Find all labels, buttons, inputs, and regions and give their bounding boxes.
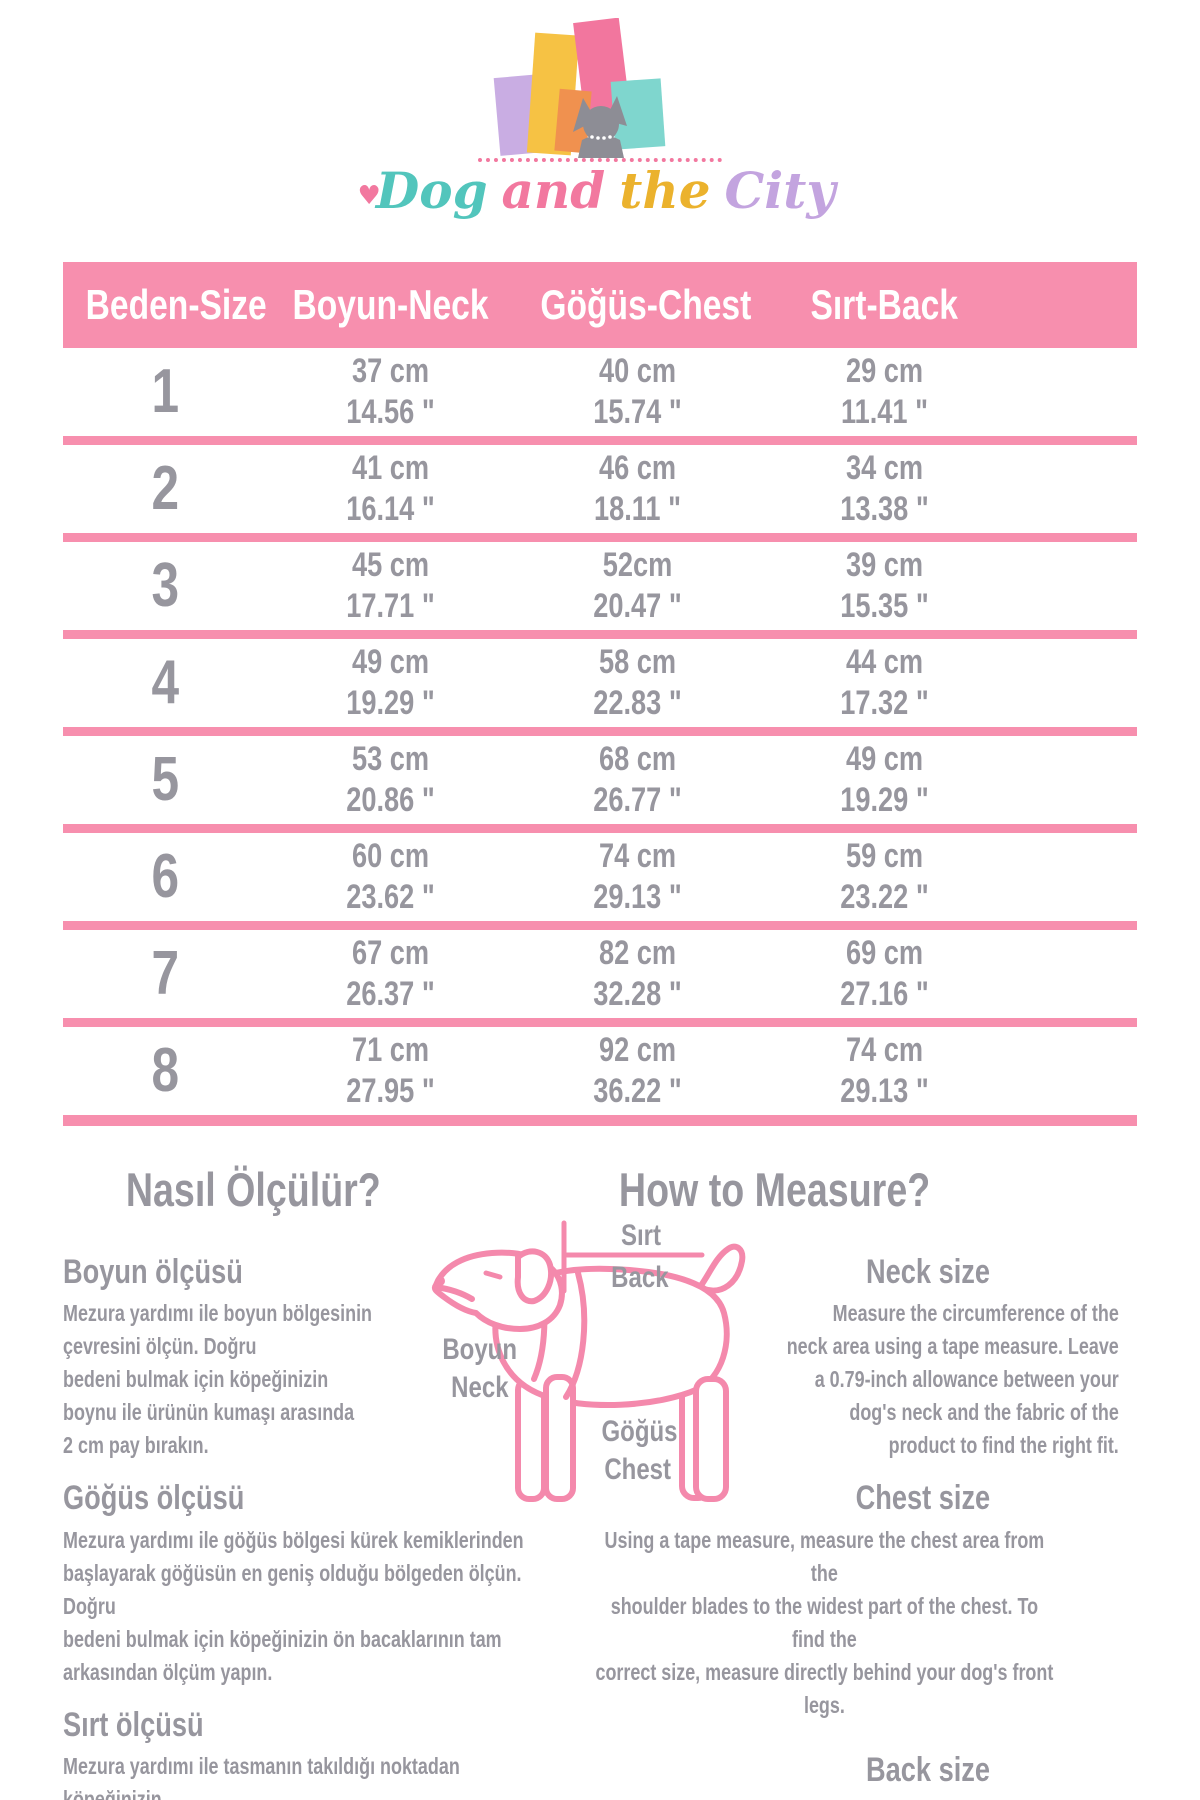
brand-word-dog: Dog	[375, 161, 488, 220]
size-number: 6	[151, 842, 179, 911]
back-size-text-en: Using a tape measure, measure from the p…	[595, 1795, 1054, 1800]
neck-size-heading-en: Neck size	[866, 1253, 990, 1291]
size-table: Beden-Size Boyun-Neck Göğüs-Chest Sırt-B…	[63, 262, 1137, 1126]
neck-cell: 49 cm 19.29 "	[346, 643, 435, 722]
neck-size-text-tr: Mezura yardımı ile boyun bölgesinin çevr…	[63, 1300, 373, 1459]
brand-word-and: and	[501, 161, 606, 220]
table-row: 5 53 cm 20.86 " 68 cm 26.77 " 49 cm 19.29 "	[63, 736, 1137, 833]
header-boyun-neck: Boyun-Neck	[292, 281, 489, 328]
chest-cell: 46 cm 18.11 "	[594, 449, 682, 528]
brand-word-the: the	[619, 161, 711, 220]
header-sirt-back: Sırt-Back	[810, 281, 959, 328]
back-cell: 69 cm 27.16 "	[840, 934, 929, 1013]
chest-cell: 92 cm 36.22 "	[593, 1031, 682, 1110]
back-cell: 34 cm 13.38 "	[840, 449, 929, 528]
size-number: 3	[151, 551, 179, 620]
back-cell: 29 cm 11.41 "	[841, 352, 929, 431]
back-size-heading-en: Back size	[866, 1750, 990, 1789]
size-number: 2	[151, 454, 179, 523]
diagram-label-chest-tr: Göğüs	[601, 1415, 678, 1448]
diagram-label-back-tr: Sırt	[620, 1219, 661, 1252]
neck-cell: 60 cm 23.62 "	[346, 837, 435, 916]
table-row: 3 45 cm 17.71 " 52cm 20.47 " 39 cm 15.35 "	[63, 542, 1137, 639]
diagram-label-neck-en: Neck	[451, 1371, 509, 1404]
neck-size-heading-tr: Boyun ölçüsü	[63, 1253, 243, 1291]
header-gogus-chest: Göğüs-Chest	[540, 281, 752, 328]
brand-header: ♥Dog and the City	[0, 18, 1200, 262]
neck-cell: 71 cm 27.95 "	[346, 1031, 435, 1110]
table-row: 4 49 cm 19.29 " 58 cm 22.83 " 44 cm 17.32 "	[63, 639, 1137, 736]
dog-outline-illustration	[431, 1220, 746, 1502]
chest-cell: 82 cm 32.28 "	[593, 934, 682, 1013]
size-number: 7	[151, 939, 179, 1008]
back-size-text-tr: Mezura yardımı ile tasmanın takıldığı no…	[63, 1753, 460, 1800]
back-cell: 74 cm 29.13 "	[840, 1031, 929, 1110]
dog-measurement-diagram: Sırt Back Boyun Neck Göğüs Chest	[370, 1211, 770, 1526]
table-row: 2 41 cm 16.14 " 46 cm 18.11 " 34 cm 13.38 "	[63, 445, 1137, 542]
chest-cell: 74 cm 29.13 "	[593, 837, 682, 916]
neck-cell: 67 cm 26.37 "	[346, 934, 435, 1013]
back-size-heading-tr: Sırt ölçüsü	[63, 1705, 204, 1744]
brand-wordmark: ♥Dog and the City	[0, 166, 1200, 216]
heart-icon: ♥	[357, 181, 381, 211]
how-to-measure-title-tr: Nasıl Ölçülür?	[125, 1163, 381, 1216]
diagram-label-chest-en: Chest	[604, 1453, 672, 1486]
city-buildings-and-chihuahua-icon	[493, 18, 666, 158]
size-number: 5	[151, 745, 179, 814]
chest-size-text-en: Using a tape measure, measure the chest …	[595, 1526, 1054, 1718]
back-cell: 49 cm 19.29 "	[840, 740, 929, 819]
back-cell: 59 cm 23.22 "	[840, 837, 929, 916]
how-to-measure-section: Nasıl Ölçülür? How to Measure? Boyun ölç…	[0, 1126, 1200, 1800]
chest-size-heading-en: Chest size	[855, 1479, 990, 1518]
neck-cell: 41 cm 16.14 "	[346, 449, 435, 528]
chest-size-heading-tr: Göğüs ölçüsü	[63, 1479, 245, 1518]
how-to-measure-title-en: How to Measure?	[619, 1163, 931, 1216]
back-cell: 39 cm 15.35 "	[840, 546, 929, 625]
brand-word-city: City	[724, 161, 836, 220]
size-number: 4	[151, 648, 179, 717]
dotted-divider	[478, 158, 722, 162]
diagram-label-back-en: Back	[611, 1261, 669, 1294]
diagram-label-neck-tr: Boyun	[442, 1333, 518, 1366]
back-cell: 44 cm 17.32 "	[840, 643, 929, 722]
turkish-instructions-column: Boyun ölçüsü Mezura yardımı ile boyun bö…	[63, 1253, 533, 1800]
table-row: 6 60 cm 23.62 " 74 cm 29.13 " 59 cm 23.22 "	[63, 833, 1137, 930]
english-instructions-column: Neck size Measure the circumference of t…	[530, 1253, 1118, 1800]
size-table-header: Beden-Size Boyun-Neck Göğüs-Chest Sırt-B…	[63, 262, 1137, 348]
neck-size-text-en: Measure the circumference of the neck ar…	[786, 1300, 1119, 1459]
neck-cell: 45 cm 17.71 "	[346, 546, 435, 625]
table-row: 7 67 cm 26.37 " 82 cm 32.28 " 69 cm 27.16 "	[63, 930, 1137, 1027]
chest-cell: 40 cm 15.74 "	[593, 352, 682, 431]
neck-cell: 37 cm 14.56 "	[346, 352, 435, 431]
chest-cell: 68 cm 26.77 "	[593, 740, 682, 819]
neck-cell: 53 cm 20.86 "	[346, 740, 435, 819]
header-beden-size: Beden-Size	[85, 281, 267, 328]
chest-size-text-tr: Mezura yardımı ile göğüs bölgesi kürek k…	[63, 1526, 524, 1685]
size-number: 8	[151, 1036, 179, 1105]
table-row: 8 71 cm 27.95 " 92 cm 36.22 " 74 cm 29.13 "	[63, 1027, 1137, 1126]
chest-cell: 52cm 20.47 "	[593, 546, 682, 625]
table-row: 1 37 cm 14.56 " 40 cm 15.74 " 29 cm 11.41 "	[63, 348, 1137, 445]
size-number: 1	[151, 357, 179, 426]
chest-cell: 58 cm 22.83 "	[593, 643, 682, 722]
